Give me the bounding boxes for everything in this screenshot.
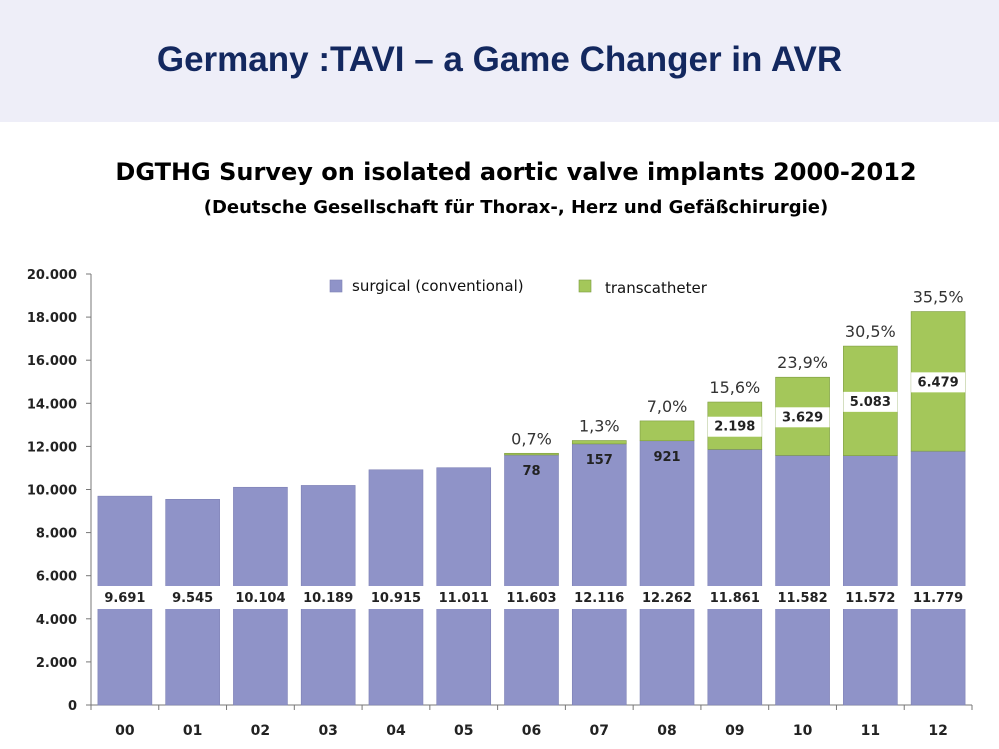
x-tick-label: 04 [386,723,406,739]
value-label-bg [229,586,292,609]
value-label-surgical: 11.572 [845,591,895,606]
value-label-bg [707,416,762,437]
value-label-bg [161,586,224,609]
value-label-bg [839,586,902,609]
value-label-surgical: 9.545 [172,591,213,606]
y-tick-label: 6.000 [36,570,77,585]
legend-swatch-transcatheter [578,279,592,293]
x-tick-label: 01 [183,723,202,739]
title-band [0,0,999,122]
value-label-transcatheter: 3.629 [782,410,823,425]
value-label-transcatheter: 5.083 [850,395,891,410]
x-tick-label: 08 [657,723,676,739]
x-tick-label: 07 [590,723,609,739]
bar-surgical [775,455,830,706]
value-label-surgical: 12.262 [642,591,692,606]
y-tick-label: 20.000 [27,268,77,283]
legend-label-transcatheter: transcatheter [605,279,708,297]
percent-label: 23,9% [777,353,828,372]
value-label-bg [907,586,970,609]
x-tick-label: 03 [318,723,337,739]
y-tick-label: 14.000 [27,397,77,412]
percent-label: 35,5% [913,288,964,307]
value-label-transcatheter: 78 [522,464,540,479]
y-tick-label: 0 [68,699,77,714]
legend-label-surgical: surgical (conventional) [352,277,524,295]
value-label-surgical: 10.104 [235,591,285,606]
value-label-bg [911,372,966,393]
x-tick-label: 10 [793,723,813,739]
value-label-surgical: 11.603 [506,591,556,606]
chart-title: DGTHG Survey on isolated aortic valve im… [115,158,917,186]
x-tick-label: 02 [251,723,270,739]
value-label-bg [771,586,834,609]
y-tick-label: 12.000 [27,440,77,455]
value-label-surgical: 10.189 [303,591,353,606]
value-label-bg [500,586,563,609]
percent-label: 0,7% [511,429,552,448]
bar-transcatheter [639,420,695,442]
y-tick-label: 2.000 [36,656,77,671]
value-label-bg [297,586,360,609]
value-label-transcatheter: 157 [586,453,613,468]
y-tick-label: 4.000 [36,613,77,628]
value-label-surgical: 11.011 [439,591,489,606]
value-label-surgical: 10.915 [371,591,421,606]
bar-surgical [504,454,559,706]
x-tick-label: 09 [725,723,744,739]
bar-surgical [639,440,695,706]
x-tick-label: 06 [522,723,541,739]
value-label-bg [843,391,898,412]
value-label-bg [364,586,427,609]
bar-surgical [843,455,898,706]
value-label-transcatheter: 921 [653,450,680,465]
percent-label: 1,3% [579,417,620,436]
value-label-bg [568,586,631,609]
value-label-bg [636,586,699,609]
value-label-transcatheter: 2.198 [714,420,755,435]
value-label-bg [432,586,495,609]
x-tick-label: 12 [928,723,947,739]
bar-transcatheter [504,452,559,456]
value-label-surgical: 11.779 [913,591,963,606]
percent-label: 15,6% [709,378,760,397]
x-tick-label: 05 [454,723,473,739]
value-label-bg [703,586,766,609]
value-label-bg [93,586,156,609]
value-label-surgical: 11.582 [777,591,827,606]
value-label-surgical: 12.116 [574,591,624,606]
chart-subtitle: (Deutsche Gesellschaft für Thorax-, Herz… [203,197,829,218]
legend-swatch-surgical [329,279,343,293]
y-tick-label: 18.000 [27,311,77,326]
y-tick-label: 10.000 [27,484,77,499]
x-tick-label: 00 [115,723,135,739]
bar-transcatheter [571,440,627,445]
bar-surgical [910,450,966,706]
value-label-surgical: 9.691 [104,591,145,606]
value-label-surgical: 11.861 [710,591,760,606]
value-label-bg [775,407,830,428]
x-tick-label: 11 [861,723,880,739]
y-tick-label: 8.000 [36,527,77,542]
value-label-transcatheter: 6.479 [918,375,959,390]
percent-label: 7,0% [647,397,688,416]
bar-surgical [571,443,627,706]
slide-title: Germany :TAVI – a Game Changer in AVR [156,40,843,79]
y-tick-label: 16.000 [27,354,77,369]
bar-surgical [707,449,763,706]
percent-label: 30,5% [845,322,896,341]
